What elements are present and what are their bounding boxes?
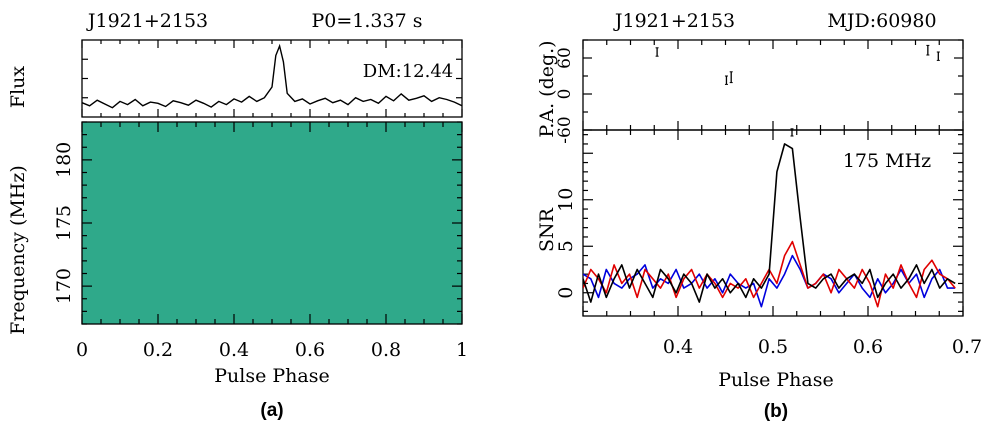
title-left-b: J1921+2153 (613, 10, 735, 32)
title-left-a: J1921+2153 (86, 10, 208, 32)
frequency-phase-waterfall (82, 122, 462, 324)
pa-ylabel: P.A. (deg.) (536, 40, 558, 137)
snr-tick-label: 5 (555, 240, 577, 252)
profile-ylabel: Flux (7, 66, 29, 108)
profile-ticks (81, 40, 463, 117)
x-tick-label-b: 0.6 (853, 336, 883, 358)
pa-ticks (582, 39, 964, 131)
freq-label: 175 MHz (843, 150, 931, 172)
waterfall-ticks (81, 121, 463, 325)
snr-series (583, 143, 956, 308)
x-tick-label: 0.6 (295, 339, 325, 361)
pa-tick-label: 60 (555, 47, 575, 69)
panel-a: J1921+2153 P0=1.337 s DM:12.44 Flux 0 0.2… (7, 10, 468, 421)
x-tick-label: 0.8 (371, 339, 401, 361)
pa-frame (582, 39, 964, 131)
pa-points (655, 44, 940, 137)
y-tick-label: 180 (53, 142, 75, 178)
xlabel-a: Pulse Phase (214, 365, 329, 387)
pa-tick-labels: -60 0 60 (555, 47, 575, 144)
x-tick-labels-a: 0 0.2 0.4 0.6 0.8 1 (76, 339, 468, 361)
caption-a: (a) (260, 400, 283, 421)
caption-b: (b) (764, 401, 788, 422)
pa-tick-label: 0 (555, 89, 575, 100)
x-tick-label: 0.2 (143, 339, 173, 361)
ylabel-a: Frequency (MHz) (7, 165, 29, 335)
series-I-line (583, 143, 956, 303)
pulse-profile-line (81, 43, 463, 109)
x-tick-label: 0 (76, 339, 88, 361)
x-tick-label-b: 0.4 (663, 336, 693, 358)
title-right-b: MJD:60980 (827, 10, 936, 32)
ylabel-b: SNR (536, 207, 558, 252)
snr-tick-label: 0 (555, 287, 577, 299)
y-tick-label: 170 (53, 268, 75, 304)
series-V-line (583, 254, 956, 308)
xlabel-b: Pulse Phase (718, 369, 833, 391)
title-right-a: P0=1.337 s (312, 10, 423, 32)
x-tick-labels-b: 0.4 0.5 0.6 0.7 (663, 336, 982, 358)
x-tick-label: 1 (456, 339, 468, 361)
pa-tick-label: -60 (555, 116, 575, 143)
x-tick-label-b: 0.7 (952, 336, 982, 358)
y-tick-labels-a: 170 175 180 (53, 142, 75, 305)
snr-tick-label: 10 (555, 188, 577, 212)
y-tick-labels-b: 0 5 10 (555, 188, 577, 299)
dm-label: DM:12.44 (363, 61, 453, 82)
x-tick-label-b: 0.5 (758, 336, 788, 358)
snr-ticks (582, 130, 964, 316)
x-tick-label: 0.4 (219, 339, 249, 361)
y-tick-label: 175 (53, 205, 75, 241)
waterfall-background (82, 122, 462, 324)
